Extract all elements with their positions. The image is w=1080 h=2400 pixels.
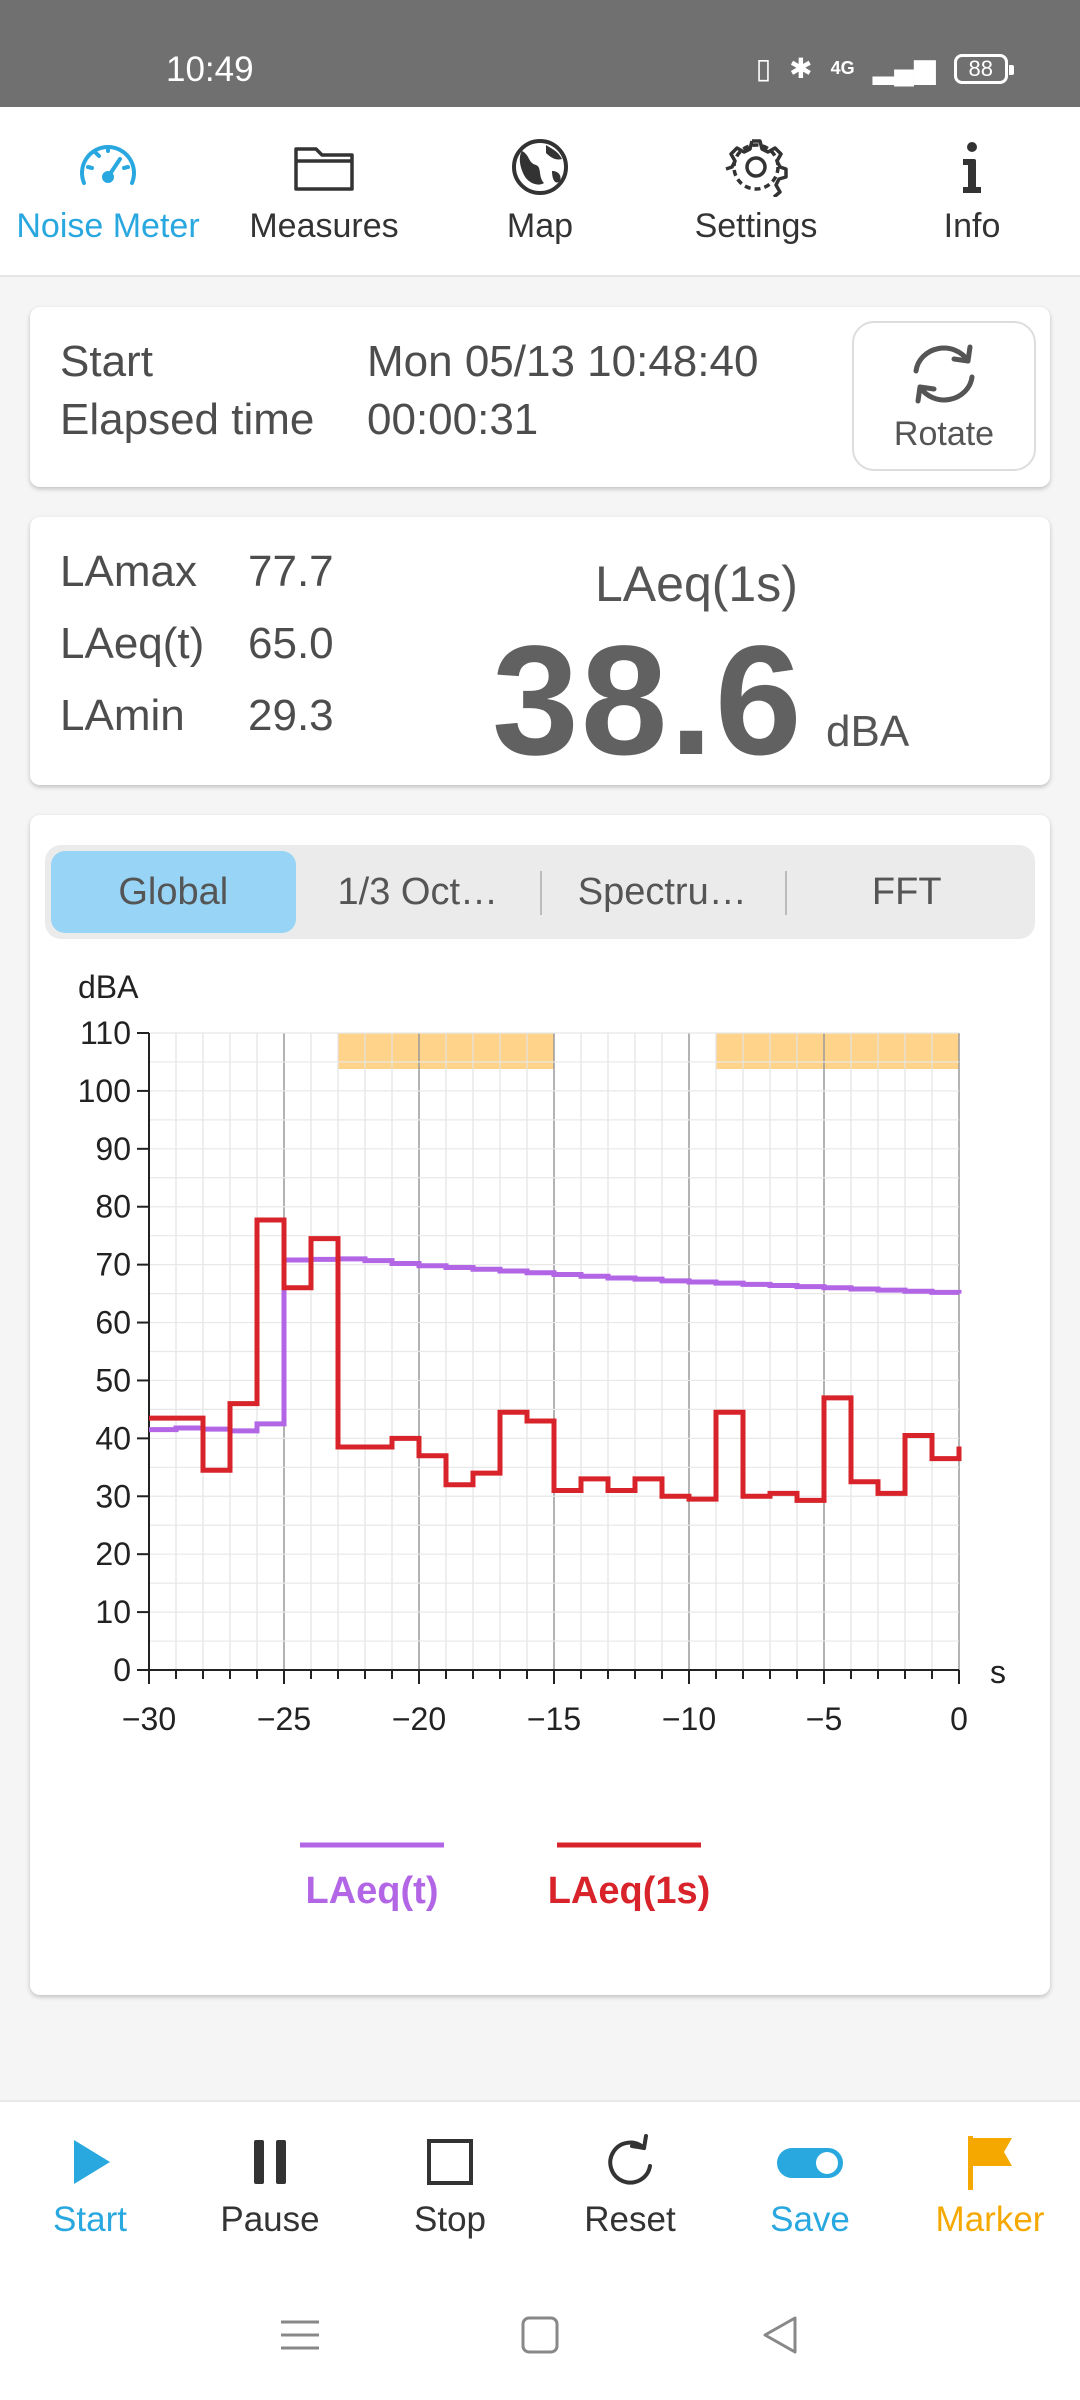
pause-icon — [254, 2140, 286, 2184]
laeqt-label: LAeq(t) — [60, 619, 205, 668]
elapsed-label: Elapsed time — [60, 395, 315, 444]
y-tick-label: 40 — [95, 1420, 131, 1456]
home-icon[interactable] — [515, 2310, 565, 2360]
tab-fft[interactable]: FFT — [784, 851, 1030, 933]
marker-button[interactable]: Marker — [900, 2102, 1080, 2270]
y-tick-label: 90 — [95, 1131, 131, 1167]
bluetooth-icon: ✱ — [789, 53, 813, 84]
info-icon — [963, 141, 981, 193]
y-tick-label: 30 — [95, 1478, 131, 1514]
legend-label: LAeq(1s) — [548, 1870, 711, 1912]
tab-global[interactable]: Global — [51, 851, 296, 933]
toggle-icon — [777, 2148, 843, 2178]
x-tick-label: −10 — [662, 1701, 716, 1737]
marker-region — [716, 1033, 959, 1069]
battery-icon: 88 — [953, 53, 1015, 84]
lamax-value: 77.7 — [248, 547, 334, 596]
nav-settings[interactable]: Settings — [648, 107, 864, 275]
bottom-toolbar: Start Pause Stop Reset Save Marker — [0, 2100, 1080, 2270]
y-tick-label: 80 — [95, 1189, 131, 1225]
start-value: Mon 05/13 10:48:40 — [367, 337, 759, 386]
y-tick-label: 0 — [113, 1652, 131, 1688]
y-tick-label: 110 — [80, 1015, 131, 1051]
nav-info[interactable]: Info — [864, 107, 1080, 275]
stop-icon — [427, 2139, 473, 2185]
start-label: Start — [53, 2200, 127, 2239]
y-tick-label: 50 — [95, 1362, 131, 1398]
y-axis-label: dBA — [78, 969, 139, 1005]
nav-label: Info — [943, 206, 1001, 245]
system-nav — [0, 2270, 1080, 2400]
gear-icon — [725, 138, 788, 197]
reset-icon — [608, 2134, 652, 2185]
y-tick-label: 60 — [95, 1305, 131, 1341]
y-tick-label: 10 — [95, 1594, 131, 1630]
series-line-laeq-1s — [149, 1217, 962, 1503]
laeqt-value: 65.0 — [248, 619, 334, 668]
nav-map[interactable]: Map — [432, 107, 648, 275]
lamin-label: LAmin — [60, 691, 185, 740]
nav-label: Measures — [249, 206, 399, 245]
tab-spectrum[interactable]: Spectru… — [540, 851, 785, 933]
back-icon[interactable] — [755, 2310, 805, 2360]
flag-icon — [968, 2136, 1012, 2190]
battery-level: 88 — [968, 55, 993, 81]
reset-button[interactable]: Reset — [540, 2102, 720, 2270]
reset-label: Reset — [584, 2200, 676, 2239]
gauge-icon — [80, 144, 136, 185]
save-toggle[interactable]: Save — [720, 2102, 900, 2270]
stop-button[interactable]: Stop — [360, 2102, 540, 2270]
legend-label: LAeq(t) — [306, 1870, 439, 1912]
x-tick-label: −25 — [257, 1701, 311, 1737]
menu-icon[interactable] — [275, 2310, 325, 2360]
x-tick-label: −15 — [527, 1701, 581, 1737]
network-label: 4G — [830, 58, 855, 78]
current-level-unit: dBA — [826, 707, 910, 756]
current-level-value: 38.6 — [492, 614, 804, 788]
folder-icon — [294, 146, 354, 191]
y-tick-label: 100 — [78, 1073, 131, 1109]
nav-label: Noise Meter — [16, 206, 200, 245]
elapsed-value: 00:00:31 — [367, 395, 539, 444]
lamin-value: 29.3 — [248, 691, 334, 740]
x-tick-label: 0 — [950, 1701, 968, 1737]
signal-icon: ▂▄▆ — [872, 53, 936, 84]
rotate-icon — [913, 344, 975, 403]
start-button[interactable]: Start — [0, 2102, 180, 2270]
current-level-title: LAeq(1s) — [595, 556, 798, 612]
globe-icon — [512, 138, 568, 195]
status-time: 10:49 — [166, 50, 254, 89]
status-bar: 10:49 ▯ ✱ 4G ▂▄▆ 88 — [0, 0, 1080, 107]
chart-card: Global 1/3 Oct… Spectru… FFT 0 10 20 30 40 50… — [30, 815, 1050, 1995]
nav-label: Settings — [694, 206, 818, 245]
pause-button[interactable]: Pause — [180, 2102, 360, 2270]
x-tick-label: −30 — [122, 1701, 176, 1737]
rotate-button[interactable]: Rotate — [852, 321, 1036, 471]
tab-third-octave[interactable]: 1/3 Oct… — [337, 870, 499, 913]
status-icons: ▯ ✱ 4G ▂▄▆ 88 — [755, 52, 1015, 85]
play-icon — [74, 2140, 110, 2184]
lamax-label: LAmax — [60, 547, 197, 596]
nav-label: Map — [506, 206, 574, 245]
top-nav: Noise Meter Measures Map Settings In — [0, 107, 1080, 277]
y-tick-label: 20 — [95, 1536, 131, 1572]
y-tick-label: 70 — [95, 1247, 131, 1283]
nav-measures[interactable]: Measures — [216, 107, 432, 275]
x-axis-label: s — [990, 1654, 1006, 1690]
start-label: Start — [60, 337, 153, 386]
pause-label: Pause — [220, 2200, 320, 2239]
levels-card: LAmax 77.7 LAeq(t) 65.0 LAmin 29.3 LAeq(… — [30, 517, 1050, 788]
x-tick-label: −5 — [806, 1701, 842, 1737]
x-tick-label: −20 — [392, 1701, 446, 1737]
time-card: Start Mon 05/13 10:48:40 Elapsed time 00… — [30, 307, 1050, 487]
save-label: Save — [770, 2200, 850, 2239]
vibrate-icon: ▯ — [755, 53, 772, 84]
level-chart: 0 10 20 30 40 50 60 70 80 90 100 110 −30 −25 −20 −15 −10… — [78, 969, 1006, 1912]
stop-label: Stop — [414, 2200, 486, 2239]
chart-tabs: Global 1/3 Oct… Spectru… FFT — [45, 845, 1035, 939]
rotate-label: Rotate — [893, 414, 995, 453]
marker-label: Marker — [935, 2200, 1045, 2239]
nav-noise-meter[interactable]: Noise Meter — [0, 107, 216, 275]
